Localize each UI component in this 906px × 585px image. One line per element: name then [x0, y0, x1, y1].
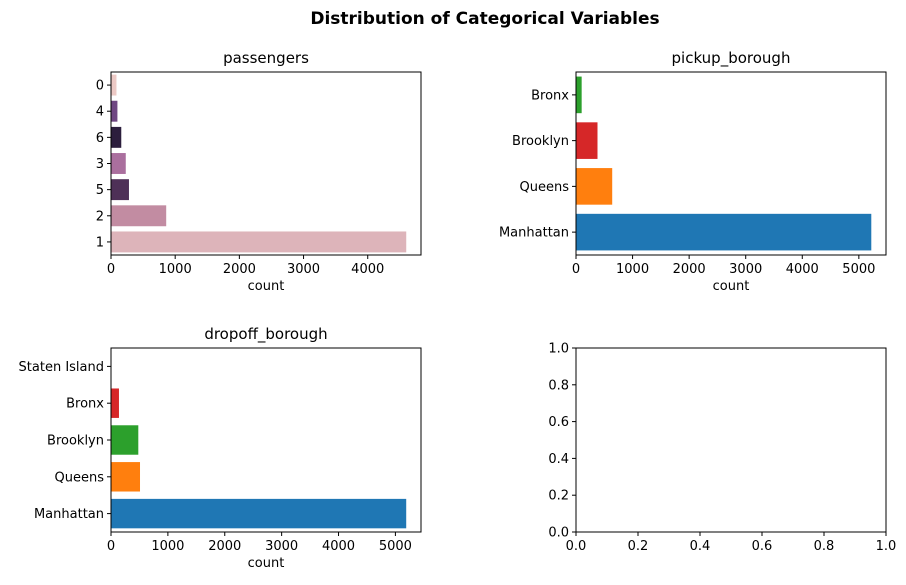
bar — [111, 100, 118, 122]
y-tick-label: 0.8 — [548, 378, 569, 393]
x-tick-label: 4000 — [351, 262, 384, 277]
y-tick-label: 2 — [96, 209, 104, 224]
bar — [111, 74, 117, 96]
x-tick-label: 5000 — [842, 262, 875, 277]
y-tick-label: Queens — [520, 180, 570, 195]
subplot-4: 0.0 0.2 0.4 0.6 0.8 1.0 0.0 0.2 0.4 0.6 0.8 1.0 — [548, 342, 896, 555]
axes-frame — [110, 71, 422, 256]
x-axis-label: count — [248, 279, 285, 294]
bar — [111, 179, 129, 201]
x-tick-label: 0.0 — [566, 539, 587, 554]
y-tick-label: 0.6 — [548, 415, 569, 430]
y-tick-label: 1.0 — [548, 342, 569, 357]
y-tick-label: Brooklyn — [512, 134, 569, 149]
x-tick-label: 2000 — [223, 262, 256, 277]
bar — [576, 76, 582, 114]
subplot-3: dropoff_borough Staten Island Bronx Brookly… — [19, 325, 422, 571]
subplot-title: passengers — [223, 49, 309, 67]
bar — [111, 462, 141, 492]
x-tick-label: 4000 — [786, 262, 819, 277]
axes-frame — [575, 71, 887, 256]
x-tick-label: 0.6 — [752, 539, 773, 554]
y-tick-label: Bronx — [66, 397, 104, 412]
x-tick-label: 0 — [572, 262, 580, 277]
y-tick-label: Bronx — [531, 88, 569, 103]
x-tick-label: 4000 — [322, 539, 355, 554]
x-tick-label: 1000 — [159, 262, 192, 277]
bar — [576, 168, 613, 205]
y-tick-label: 3 — [96, 157, 104, 172]
y-tick-label: 0.0 — [548, 526, 569, 541]
y-tick-label: 1 — [96, 235, 104, 250]
y-tick-label: 5 — [96, 183, 104, 198]
x-tick-label: 0 — [107, 539, 115, 554]
y-tick-label: Brooklyn — [47, 434, 104, 449]
x-tick-label: 0 — [107, 262, 115, 277]
x-tick-label: 2000 — [208, 539, 241, 554]
x-tick-label: 0.2 — [628, 539, 649, 554]
x-axis-label: count — [713, 279, 750, 294]
y-tick-label: 4 — [96, 105, 104, 120]
bar — [111, 425, 139, 455]
y-tick-label: 0 — [96, 79, 104, 94]
bar — [111, 153, 126, 174]
bar — [111, 388, 119, 418]
x-tick-label: 1.0 — [876, 539, 897, 554]
y-tick-label: Manhattan — [499, 226, 569, 241]
y-tick-label: 0.4 — [548, 452, 569, 467]
x-tick-label: 5000 — [379, 539, 412, 554]
x-tick-label: 0.4 — [690, 539, 711, 554]
figure-title: Distribution of Categorical Variables — [310, 9, 659, 29]
subplot-2: pickup_borough Bronx Brooklyn Queens Manhatt… — [499, 49, 887, 294]
axes-frame — [110, 347, 422, 533]
y-tick-label: Queens — [55, 470, 105, 485]
bar — [111, 205, 167, 227]
x-tick-label: 1000 — [616, 262, 649, 277]
axes-frame — [575, 347, 887, 533]
x-axis-label: count — [248, 556, 285, 571]
x-tick-label: 3000 — [287, 262, 320, 277]
y-tick-label: 6 — [96, 131, 104, 146]
y-tick-label: Manhattan — [34, 507, 104, 522]
x-tick-label: 3000 — [729, 262, 762, 277]
bar — [111, 231, 407, 253]
subplot-title: dropoff_borough — [204, 325, 327, 344]
bar — [111, 498, 407, 529]
bar — [576, 122, 598, 159]
y-tick-label: Staten Island — [19, 360, 104, 375]
x-tick-label: 3000 — [265, 539, 298, 554]
subplot-title: pickup_borough — [672, 49, 791, 68]
x-tick-label: 1000 — [151, 539, 184, 554]
x-tick-label: 2000 — [673, 262, 706, 277]
x-tick-label: 0.8 — [814, 539, 835, 554]
y-tick-label: 0.2 — [548, 489, 569, 504]
bar — [111, 126, 122, 148]
bar — [576, 213, 872, 251]
